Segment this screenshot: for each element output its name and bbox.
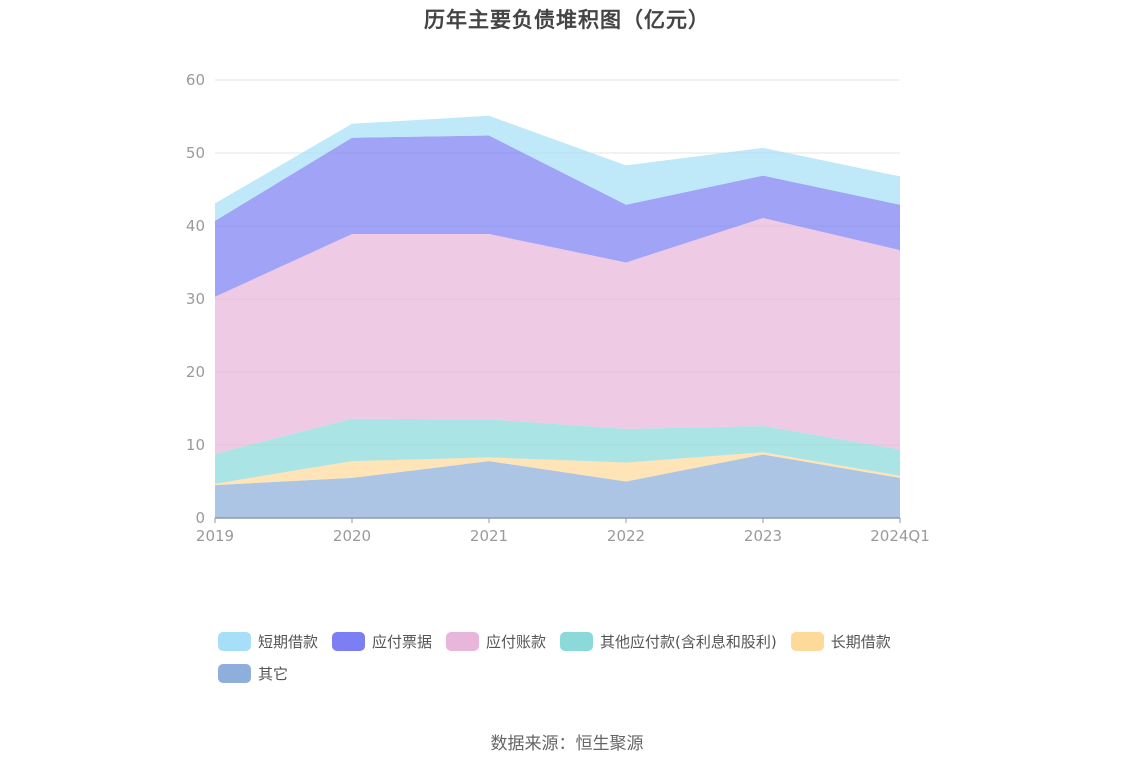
legend-swatch [218,663,251,683]
tick-labels: 0 10 20 30 40 50 60 2019 2020 2021 2022 2023 2024Q1 [186,71,930,545]
area-短期借款 [215,115,900,221]
x-tick-label: 2024Q1 [870,527,930,545]
data-source-note: 数据来源：恒生聚源 [490,734,644,754]
x-tick-label: 2022 [607,527,645,545]
stacked-area-chart: 0 10 20 30 40 50 60 2019 2020 2021 2022 2023 2024Q1 [186,71,930,545]
x-tick-label: 2020 [333,527,371,545]
legend-item[interactable]: 短期借款 [218,631,318,651]
legend-swatch [332,631,366,651]
legend-swatch [446,631,480,651]
legend-label: 其他应付款(含利息和股利) [600,632,777,651]
legend-label: 长期借款 [830,632,891,651]
legend-swatch [560,631,594,651]
legend-label: 短期借款 [258,632,319,651]
area-其他应付款(含利息和股利) [215,418,900,484]
x-tick-label: 2019 [196,527,234,545]
legend: 短期借款 应付票据 应付账款 其他应付款(含利息和股利) 长期借款其它 [218,631,938,683]
legend-label: 应付票据 [372,632,433,651]
legend-item[interactable]: 其它 [218,663,288,683]
y-tick-label: 30 [186,290,205,308]
y-tick-label: 0 [195,509,205,527]
y-tick-label: 20 [186,363,205,381]
axes [214,517,901,523]
chart-title: 历年主要负债堆积图（亿元） [424,8,710,32]
area-应付票据 [215,135,900,297]
legend-item[interactable]: 应付票据 [332,631,432,651]
y-tick-label: 40 [186,217,205,235]
legend-label: 应付账款 [486,632,547,651]
legend-item[interactable]: 其他应付款(含利息和股利) [560,631,777,651]
x-tick-label: 2023 [744,527,782,545]
legend-swatch [790,631,824,651]
area-应付账款 [215,218,900,454]
legend-item[interactable]: 应付账款 [446,631,546,651]
area-其它 [215,454,900,518]
area-series [215,115,900,518]
x-tick-label: 2021 [470,527,508,545]
legend-item[interactable]: 长期借款 [790,631,891,651]
legend-label: 其它 [258,664,289,683]
y-tick-label: 60 [186,71,205,89]
y-tick-label: 10 [186,436,205,454]
legend-swatch [218,631,251,651]
area-长期借款 [215,452,900,486]
y-tick-label: 50 [186,144,205,162]
